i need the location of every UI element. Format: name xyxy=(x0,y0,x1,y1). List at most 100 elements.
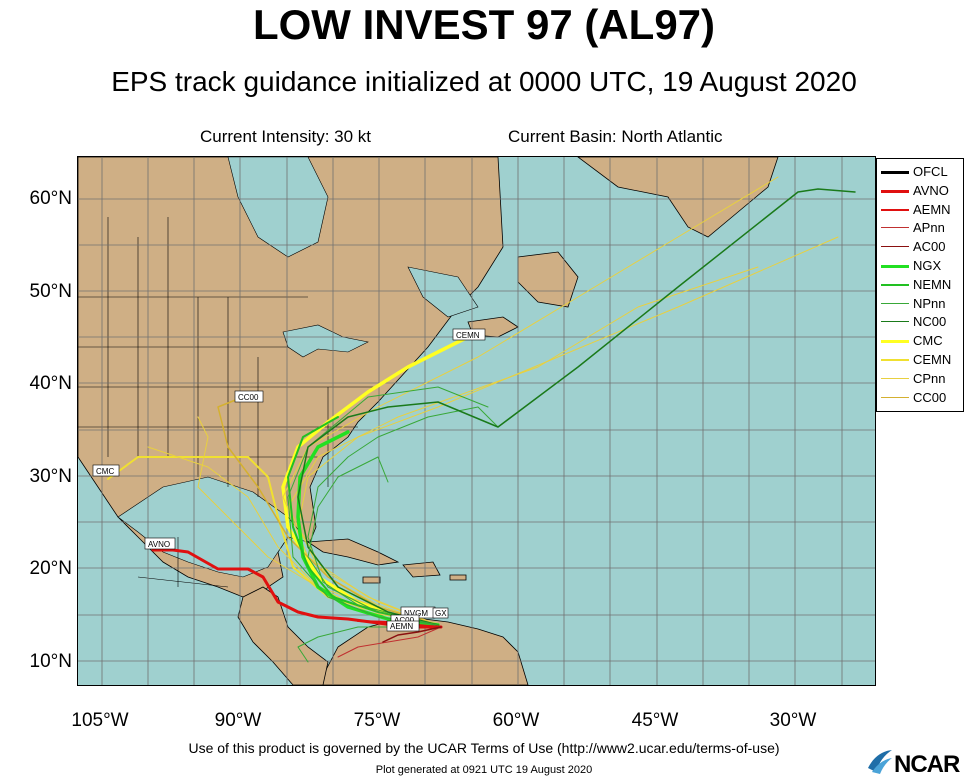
track-cpnn-1 xyxy=(282,176,779,626)
lat-label-10n: 10°N xyxy=(29,651,72,672)
legend-swatch xyxy=(881,321,909,323)
legend-swatch xyxy=(881,283,909,286)
legend-label: NEMN xyxy=(913,276,952,292)
track-legend: OFCL AVNO AEMN APnn AC00 NGX NEMN NPnn NC00 CMC CE… xyxy=(876,158,964,412)
page-title: LOW INVEST 97 (AL97) xyxy=(252,1,716,48)
legend-swatch xyxy=(881,359,909,361)
gulf-st-lawrence xyxy=(407,266,479,318)
ncar-logo: NCAR xyxy=(866,748,966,778)
legend-swatch xyxy=(881,171,909,174)
label-gx: GX xyxy=(435,609,447,618)
legend-item-ofcl: OFCL xyxy=(877,163,963,181)
legend-label: CEMN xyxy=(913,352,952,367)
legend-item-aemn: AEMN xyxy=(877,201,963,219)
great-lakes xyxy=(282,324,369,358)
land-newfoundland xyxy=(517,251,579,308)
legend-swatch xyxy=(881,208,909,211)
legend-label: AEMN xyxy=(913,201,951,217)
legend-label: AC00 xyxy=(913,239,946,255)
label-aemn: AEMN xyxy=(390,622,413,631)
lon-label-105w: 105°W xyxy=(71,710,129,731)
legend-item-apnn: APnn xyxy=(877,219,963,237)
legend-item-ac00: AC00 xyxy=(877,238,963,256)
legend-swatch xyxy=(881,302,909,304)
track-npnn-4 xyxy=(307,456,439,626)
label-avno: AVNO xyxy=(148,540,170,549)
legend-item-nemn: NEMN xyxy=(877,276,963,294)
legend-swatch xyxy=(881,396,909,398)
track-labels: CEMN CC00 CMC AVNO NVGM GX AC00 AEMN xyxy=(92,328,486,632)
track-cpnn-4 xyxy=(197,416,439,626)
label-cc00: CC00 xyxy=(238,393,259,402)
track-cmc xyxy=(281,335,470,627)
label-ac00: AC00 xyxy=(394,616,415,625)
track-nc00 xyxy=(297,188,856,626)
land-masses xyxy=(78,157,779,685)
track-cpnn-3 xyxy=(287,266,759,626)
legend-item-cc00: CC00 xyxy=(877,389,963,407)
legend-label: AVNO xyxy=(913,182,949,198)
track-nemn xyxy=(287,416,439,626)
lat-label-50n: 50°N xyxy=(29,281,72,302)
current-intensity: Current Intensity: 30 kt xyxy=(200,127,372,146)
land-central-america xyxy=(237,586,329,685)
track-apnn xyxy=(337,626,442,658)
legend-item-cmc: CMC xyxy=(877,332,963,350)
legend-label: NGX xyxy=(913,258,942,273)
page-subtitle: EPS track guidance initialized at 0000 U… xyxy=(111,66,857,97)
lon-label-60w: 60°W xyxy=(492,710,540,731)
track-lines xyxy=(107,176,856,663)
legend-swatch xyxy=(881,189,909,193)
map-svg: CEMN CC00 CMC AVNO NVGM GX AC00 AEMN xyxy=(78,157,875,685)
graticule xyxy=(78,157,875,685)
track-ac00 xyxy=(382,626,442,643)
ncar-swoosh-icon xyxy=(868,750,892,774)
legend-item-npnn: NPnn xyxy=(877,295,963,313)
legend-item-cemn: CEMN xyxy=(877,351,963,369)
legend-label: APnn xyxy=(913,220,945,236)
inland-water xyxy=(117,157,479,578)
label-nvgm: NVGM xyxy=(404,609,428,618)
track-avno xyxy=(151,548,443,629)
land-greenland xyxy=(577,157,779,238)
legend-item-nc00: NC00 xyxy=(877,313,963,331)
legend-swatch xyxy=(881,227,909,229)
lat-label-60n: 60°N xyxy=(29,188,72,209)
legend-label: OFCL xyxy=(913,164,948,179)
track-ngx xyxy=(296,430,440,627)
legend-label: CPnn xyxy=(913,370,946,386)
current-basin: Current Basin: North Atlantic xyxy=(508,127,723,146)
lon-label-90w: 90°W xyxy=(214,710,262,731)
lat-label-30n: 30°N xyxy=(29,466,72,487)
label-cmc: CMC xyxy=(96,467,114,476)
lat-label-40n: 40°N xyxy=(29,373,72,394)
legend-label: CMC xyxy=(913,333,943,349)
legend-swatch xyxy=(881,377,909,379)
lon-label-45w: 45°W xyxy=(631,710,679,731)
hudson-bay xyxy=(227,157,329,258)
terms-of-use: Use of this product is governed by the U… xyxy=(188,740,780,756)
legend-swatch xyxy=(881,265,909,268)
legend-item-avno: AVNO xyxy=(877,182,963,200)
land-hispaniola xyxy=(402,561,441,578)
legend-label: NPnn xyxy=(913,295,946,311)
legend-label: CC00 xyxy=(913,389,947,405)
lon-label-75w: 75°W xyxy=(353,710,401,731)
track-npnn-2 xyxy=(287,386,489,626)
legend-item-cpnn: CPnn xyxy=(877,370,963,388)
land-cuba xyxy=(306,538,400,566)
generated-timestamp: Plot generated at 0921 UTC 19 August 202… xyxy=(375,764,593,776)
land-puerto-rico xyxy=(449,574,467,581)
track-map: CEMN CC00 CMC AVNO NVGM GX AC00 AEMN xyxy=(77,156,876,686)
legend-swatch xyxy=(881,340,909,344)
ncar-logo-text: NCAR xyxy=(894,751,960,778)
lat-label-20n: 20°N xyxy=(29,558,72,579)
legend-item-ngx: NGX xyxy=(877,257,963,275)
land-jamaica xyxy=(362,576,381,584)
label-cemn: CEMN xyxy=(456,331,480,340)
legend-swatch xyxy=(881,246,909,248)
legend-label: NC00 xyxy=(913,314,947,330)
lon-label-30w: 30°W xyxy=(769,710,817,731)
gulf-of-mexico xyxy=(117,476,309,578)
track-cpnn-5 xyxy=(297,236,839,626)
